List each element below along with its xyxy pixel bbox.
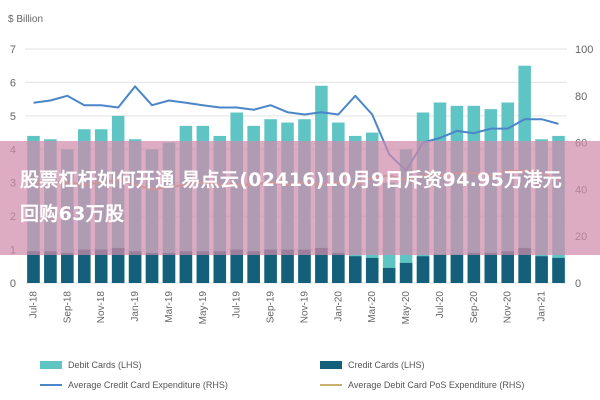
bar-credit-cards [162,252,176,283]
legend-swatch-credit [320,361,342,369]
right-tick-label: 100 [575,44,593,56]
bar-credit-cards [501,251,514,283]
bar-credit-cards [535,256,548,283]
x-tick-label: Sep-19 [266,291,277,324]
bar-credit-cards [111,247,125,283]
bar-credit-cards [315,247,328,283]
bar-credit-cards [298,249,311,283]
x-tick-label: Sep-18 [62,291,73,324]
bar-credit-cards [128,251,142,283]
legend-swatch-debit [40,361,62,369]
legend-label-debit: Debit Cards (LHS) [68,360,142,370]
legend-label-avg-debit-pos: Average Debit Card PoS Expenditure (RHS) [348,380,525,390]
bar-credit-cards [281,249,294,283]
bar-credit-cards [94,249,108,283]
bar-credit-cards [145,252,159,283]
x-tick-label: Jan-21 [537,291,548,322]
legend-item-avg-debit-pos: Average Debit Card PoS Expenditure (RHS) [320,380,524,390]
x-tick-label: Mar-19 [164,291,175,323]
x-axis: Jul-18 Sep-18 Nov-18 Jan-19 Mar-19 May-19 Jul-… [28,291,547,325]
legend-label-credit: Credit Cards (LHS) [348,360,425,370]
x-tick-label: Nov-18 [96,291,107,324]
overlay-headline: 股票杠杆如何开通 易点云(02416)10月9日斥资94.95万港元回购63万股 [20,169,563,225]
legend: Debit Cards (LHS) Credit Cards (LHS) Ave… [40,358,580,398]
right-tick-label: 0 [575,278,581,290]
y-unit-label: $ Billion [8,14,43,25]
bar-credit-cards [247,251,260,283]
x-tick-label: Jan-19 [130,291,141,322]
bar-credit-cards [332,252,345,283]
legend-item-avg-credit: Average Credit Card Expenditure (RHS) [40,380,228,390]
x-tick-label: Jul-19 [232,291,243,319]
bar-credit-cards [349,256,362,283]
x-tick-label: Sep-20 [469,291,480,324]
bar-credit-cards [552,257,565,283]
bar-credit-cards [433,254,447,283]
line-avg-credit-card-expenditure [33,85,559,172]
legend-swatch-avg-credit [40,384,62,386]
legend-swatch-avg-debit-pos [320,384,342,386]
legend-item-credit-cards: Credit Cards (LHS) [320,360,425,370]
left-tick-label: 7 [10,44,16,56]
legend-label-avg-credit: Average Credit Card Expenditure (RHS) [68,380,228,390]
bar-credit-cards [196,251,210,283]
legend-item-debit-cards: Debit Cards (LHS) [40,360,142,370]
bar-credit-cards [416,256,430,283]
x-tick-label: Mar-20 [367,291,378,323]
bar-credit-cards [44,251,57,283]
x-tick-label: May-20 [401,291,412,325]
bar-credit-cards [467,252,481,283]
x-tick-label: Jul-20 [435,291,446,319]
bar-credit-cards [78,249,91,283]
bar-credit-cards [179,251,193,283]
x-tick-label: Nov-19 [299,291,310,324]
bar-credit-cards [365,257,379,283]
bar-credit-cards [213,251,227,283]
bar-credit-cards [382,267,396,283]
bar-credit-cards [27,251,40,283]
title-overlay-band [0,141,600,255]
bar-credit-cards [61,252,74,283]
x-tick-label: May-19 [198,291,209,325]
bar-credit-cards [518,247,531,283]
x-tick-label: Nov-20 [503,291,514,324]
bar-credit-cards [484,252,498,283]
bar-credit-cards [264,249,277,283]
left-tick-label: 5 [10,111,16,123]
right-tick-label: 80 [575,91,587,103]
bar-credit-cards [450,254,464,283]
left-tick-label: 6 [10,77,16,89]
x-tick-label: Jan-20 [333,291,344,322]
bar-credit-cards [399,262,413,283]
x-tick-label: Jul-18 [28,291,39,319]
left-tick-label: 0 [10,278,16,290]
bar-credit-cards [230,249,243,283]
